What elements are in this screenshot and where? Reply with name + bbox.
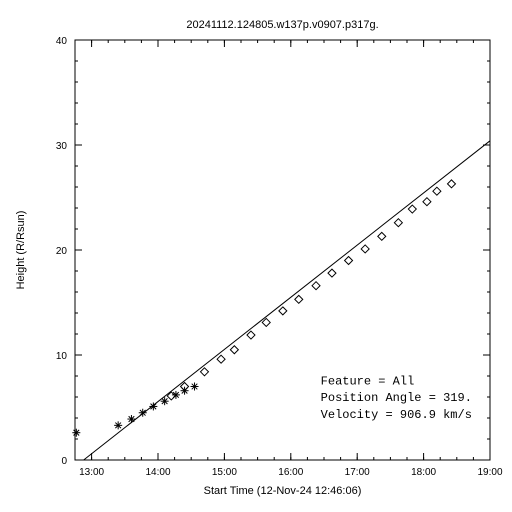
chart-annotations: Feature = All Position Angle = 319. Veloci… bbox=[321, 374, 472, 422]
x-tick-label: 14:00 bbox=[145, 467, 170, 478]
y-tick-label: 30 bbox=[56, 141, 68, 152]
y-tick-label: 40 bbox=[56, 36, 68, 47]
x-axis-label: Start Time (12-Nov-24 12:46:06) bbox=[204, 485, 362, 497]
y-tick-label: 0 bbox=[61, 456, 67, 467]
page-title: 20241112.124805.w137p.v0907.p317g. bbox=[186, 19, 378, 31]
y-axis-label: Height (R/Rsun) bbox=[15, 211, 27, 290]
x-tick-label: 16:00 bbox=[278, 467, 303, 478]
annotation-text: Feature = All bbox=[321, 374, 415, 388]
y-tick-label: 10 bbox=[56, 351, 68, 362]
x-tick-label: 19:00 bbox=[477, 467, 502, 478]
x-tick-label: 13:00 bbox=[79, 467, 104, 478]
x-tick-label: 17:00 bbox=[345, 467, 370, 478]
y-tick-label: 20 bbox=[56, 246, 68, 257]
x-tick-label: 15:00 bbox=[212, 467, 237, 478]
annotation-text: Velocity = 906.9 km/s bbox=[321, 408, 472, 422]
x-tick-label: 18:00 bbox=[411, 467, 436, 478]
height-time-chart: 20241112.124805.w137p.v0907.p317g. Start… bbox=[0, 0, 512, 512]
annotation-text: Position Angle = 319. bbox=[321, 391, 472, 405]
